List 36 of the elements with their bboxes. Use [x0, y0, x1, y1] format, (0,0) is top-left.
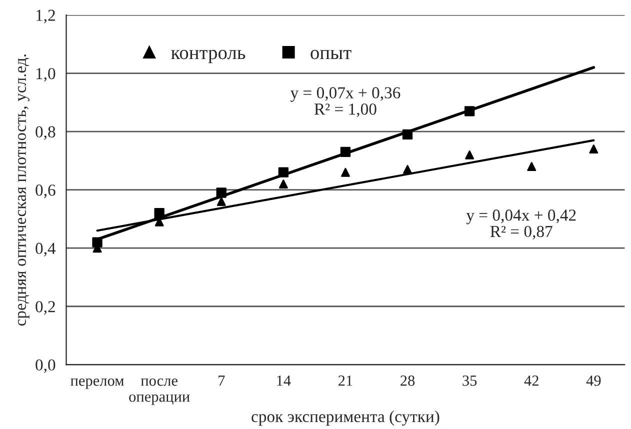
point — [92, 237, 102, 248]
y-tick-label: 1,2 — [36, 10, 55, 24]
x-axis-title: срок эксперимента (сутки) — [252, 410, 440, 426]
point — [216, 188, 226, 198]
y-axis-title: средняя оптическая плотность, усл.ед. — [18, 54, 30, 326]
annotation: y = 0,04x + 0,42 R² = 0,87 — [466, 210, 576, 240]
annotation: y = 0,07x + 0,36 R² = 1,00 — [290, 87, 400, 118]
x-tick-label: 35 — [462, 376, 477, 386]
point — [589, 144, 598, 154]
y-tick-label: 0,8 — [36, 126, 56, 140]
point — [402, 129, 413, 140]
point — [278, 167, 289, 178]
y-tick-label: 0,6 — [36, 184, 56, 198]
x-tick-label: после операции — [129, 378, 190, 405]
y-tick-label: 1,0 — [36, 68, 56, 82]
y-tick-label: 0,0 — [36, 359, 56, 373]
x-tick-label: 21 — [338, 376, 352, 386]
point — [465, 150, 474, 160]
point — [278, 180, 288, 189]
x-tick-label: 42 — [524, 376, 538, 386]
x-tick-label: перелом — [70, 378, 124, 389]
point — [340, 146, 351, 158]
legend-label: контроль — [171, 50, 246, 64]
point — [403, 164, 412, 174]
point — [154, 208, 164, 218]
point — [464, 106, 475, 116]
x-tick-label: 49 — [586, 376, 601, 386]
point — [216, 196, 226, 206]
x-tick-label: 14 — [277, 376, 291, 386]
x-tick-label: 28 — [400, 376, 415, 386]
point — [527, 162, 536, 172]
legend-label: опыт — [310, 50, 352, 60]
y-tick-label: 0,2 — [36, 301, 55, 315]
x-tick-label: 7 — [218, 376, 225, 386]
y-tick-label: 0,4 — [36, 242, 56, 256]
point — [340, 168, 350, 177]
